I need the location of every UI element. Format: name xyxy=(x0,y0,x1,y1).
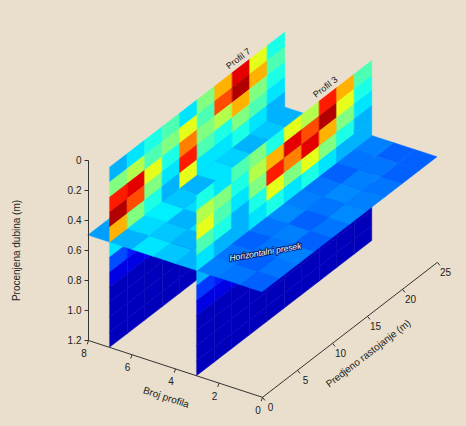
svg-text:1.2: 1.2 xyxy=(68,335,82,346)
svg-text:Profil 7: Profil 7 xyxy=(224,46,252,71)
svg-text:25: 25 xyxy=(440,267,452,278)
svg-text:0.8: 0.8 xyxy=(68,275,82,286)
svg-text:Broj profila: Broj profila xyxy=(142,384,191,409)
svg-text:2: 2 xyxy=(212,391,218,402)
svg-text:15: 15 xyxy=(370,321,382,332)
svg-text:Horizontalni presek: Horizontalni presek xyxy=(229,241,303,264)
svg-text:4: 4 xyxy=(168,376,174,387)
svg-text:20: 20 xyxy=(405,294,417,305)
svg-text:Predjeno rastojanje (m): Predjeno rastojanje (m) xyxy=(324,317,413,389)
svg-text:0: 0 xyxy=(268,402,274,413)
svg-text:Procenjena dubina (m): Procenjena dubina (m) xyxy=(11,200,22,301)
svg-text:10: 10 xyxy=(335,348,347,359)
svg-text:Profil 3: Profil 3 xyxy=(311,74,339,99)
svg-text:0: 0 xyxy=(255,405,261,416)
svg-text:0.2: 0.2 xyxy=(68,185,82,196)
svg-text:0: 0 xyxy=(76,155,82,166)
svg-text:1.0: 1.0 xyxy=(68,305,82,316)
svg-text:5: 5 xyxy=(303,375,309,386)
svg-text:6: 6 xyxy=(125,362,131,373)
svg-text:0.4: 0.4 xyxy=(68,215,82,226)
svg-text:8: 8 xyxy=(81,348,87,359)
svg-text:0.6: 0.6 xyxy=(68,245,82,256)
